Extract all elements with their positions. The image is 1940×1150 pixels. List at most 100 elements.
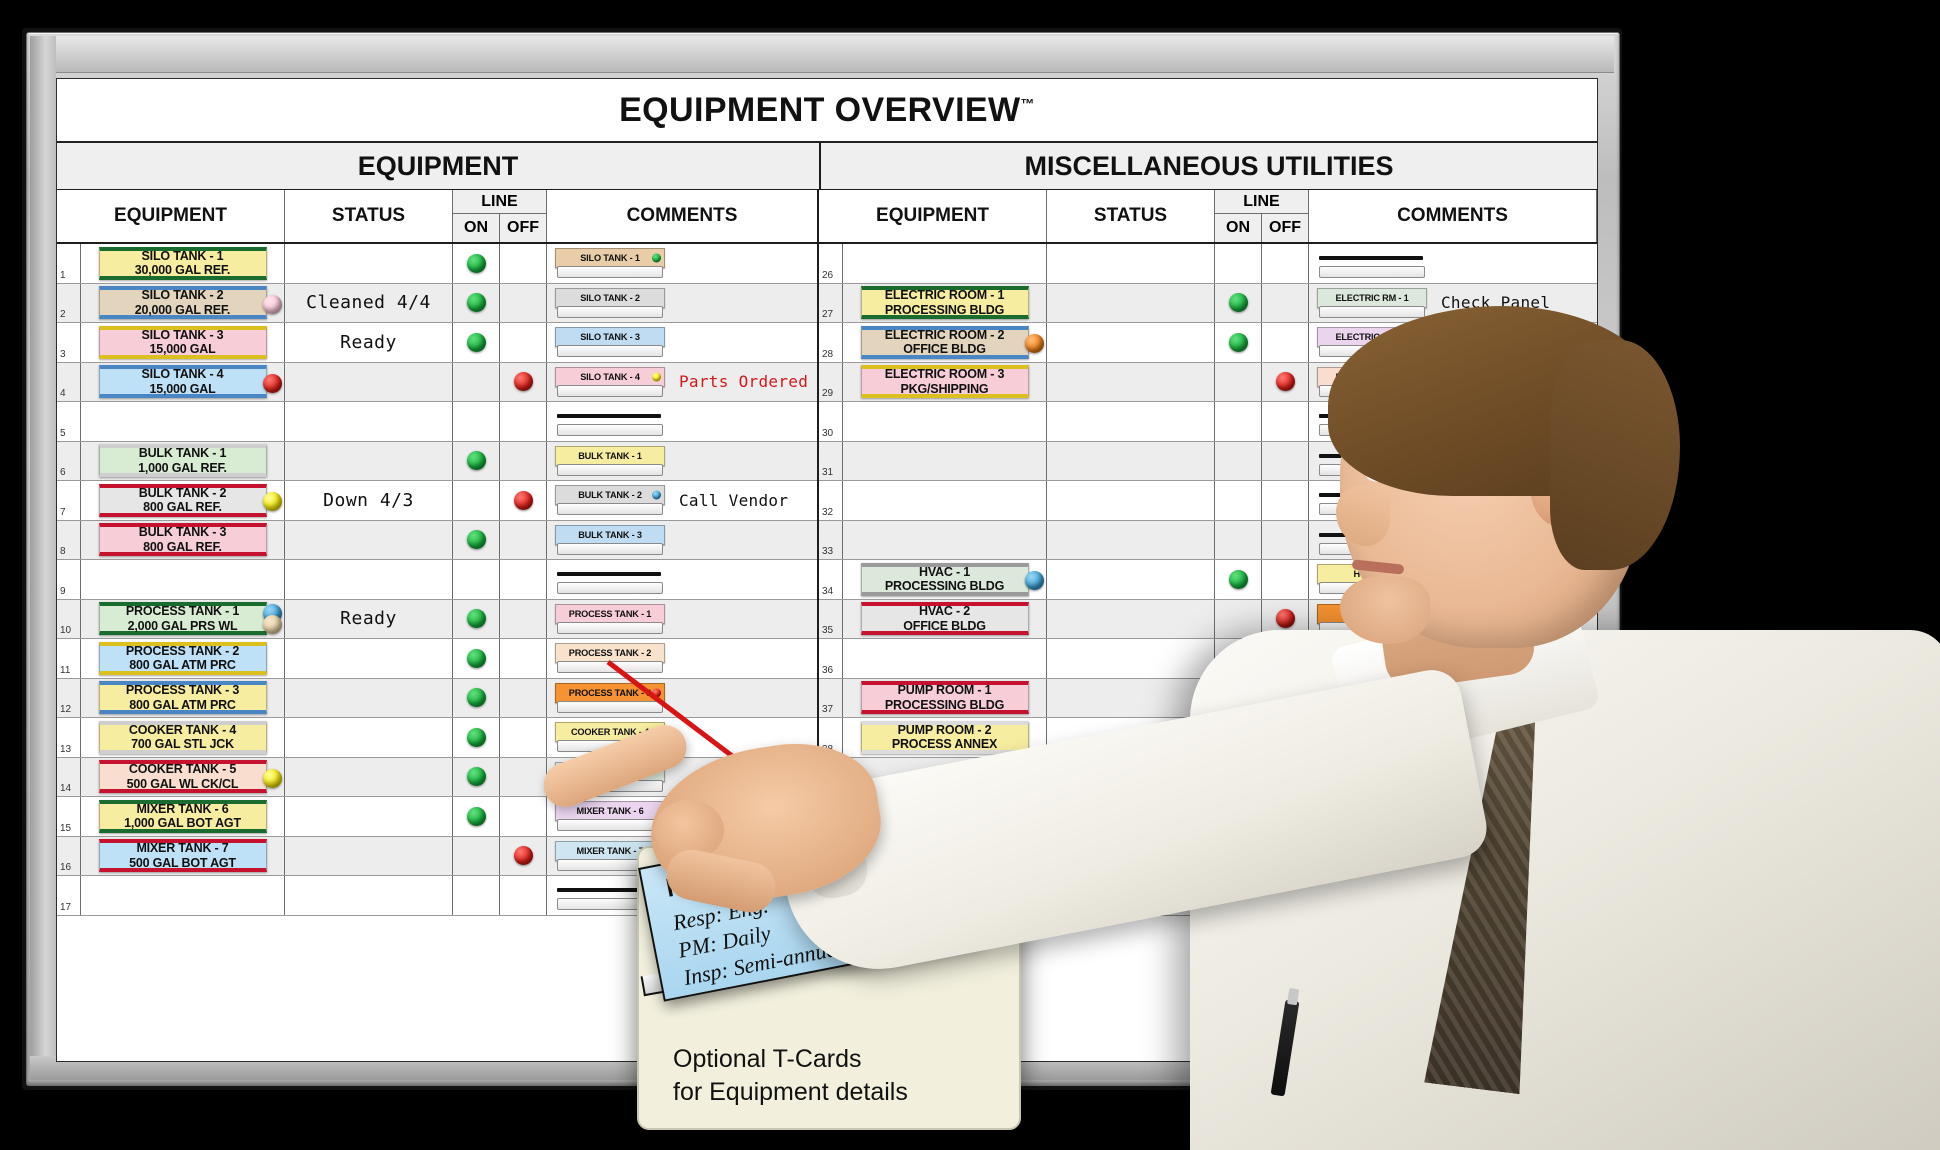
line-off-cell[interactable]: [1262, 362, 1309, 401]
red-lamp-icon[interactable]: [513, 372, 533, 392]
status-cell[interactable]: [1047, 244, 1215, 283]
status-cell[interactable]: [1047, 560, 1215, 599]
green-lamp-icon[interactable]: [466, 332, 486, 352]
comments-cell[interactable]: SILO TANK - 1: [547, 244, 817, 283]
green-lamp-icon[interactable]: [1228, 569, 1248, 589]
tcard[interactable]: BULK TANK - 3: [555, 524, 665, 545]
status-cell[interactable]: [285, 362, 453, 401]
red-status-dot-icon[interactable]: [263, 373, 282, 393]
line-on-cell[interactable]: [1215, 560, 1262, 599]
red-lamp-icon[interactable]: [1275, 609, 1295, 629]
status-cell[interactable]: [1047, 402, 1215, 441]
line-on-cell[interactable]: [453, 520, 500, 559]
line-on-cell[interactable]: [1215, 362, 1262, 401]
line-off-cell[interactable]: [1262, 283, 1309, 322]
status-cell[interactable]: [285, 560, 453, 599]
status-cell[interactable]: [285, 639, 453, 678]
status-cell[interactable]: [285, 402, 453, 441]
line-off-cell[interactable]: [500, 560, 547, 599]
equipment-magnet-card[interactable]: PROCESS TANK - 2 800 GAL ATM PRC: [98, 641, 267, 675]
line-off-cell[interactable]: [1262, 402, 1309, 441]
line-on-cell[interactable]: [453, 678, 500, 717]
line-off-cell[interactable]: [500, 599, 547, 638]
equipment-magnet-card[interactable]: MIXER TANK - 6 1,000 GAL BOT AGT: [98, 799, 267, 833]
tcard[interactable]: BULK TANK - 2: [555, 485, 665, 506]
line-off-cell[interactable]: [500, 244, 547, 283]
tcard-slot[interactable]: SILO TANK - 1: [555, 248, 667, 279]
tcard-slot[interactable]: SILO TANK - 3: [555, 327, 667, 358]
line-off-cell[interactable]: [1262, 481, 1309, 520]
tcard-slot[interactable]: [555, 406, 667, 437]
blue-status-dot-icon[interactable]: [1025, 571, 1044, 590]
status-cell[interactable]: [285, 520, 453, 559]
line-on-cell[interactable]: [453, 560, 500, 599]
line-on-cell[interactable]: [453, 599, 500, 638]
equipment-magnet-card[interactable]: COOKER TANK - 5 500 GAL WL CK/CL: [98, 760, 267, 794]
orange-status-dot-icon[interactable]: [1025, 334, 1044, 353]
line-on-cell[interactable]: [453, 797, 500, 836]
comments-cell[interactable]: [1309, 244, 1597, 283]
line-on-cell[interactable]: [453, 362, 500, 401]
equipment-magnet-card[interactable]: HVAC - 1 PROCESSING BLDG: [860, 562, 1029, 596]
red-lamp-icon[interactable]: [513, 846, 533, 866]
line-on-cell[interactable]: [1215, 481, 1262, 520]
green-lamp-icon[interactable]: [466, 767, 486, 787]
line-on-cell[interactable]: [453, 441, 500, 480]
equipment-magnet-card[interactable]: PUMP ROOM - 2 PROCESS ANNEX: [860, 720, 1029, 754]
tcard-slot[interactable]: SILO TANK - 2: [555, 287, 667, 318]
line-on-cell[interactable]: [453, 402, 500, 441]
green-lamp-icon[interactable]: [466, 530, 486, 550]
line-on-cell[interactable]: [453, 718, 500, 757]
status-cell[interactable]: Ready: [285, 599, 453, 638]
line-off-cell[interactable]: [500, 639, 547, 678]
equipment-magnet-card[interactable]: SILO TANK - 1 30,000 GAL REF.: [98, 246, 267, 280]
line-on-cell[interactable]: [453, 639, 500, 678]
red-lamp-icon[interactable]: [513, 490, 533, 510]
equipment-magnet-card[interactable]: COOKER TANK - 4 700 GAL STL JCK: [98, 720, 267, 754]
comments-cell[interactable]: SILO TANK - 4 Parts Ordered: [547, 363, 817, 402]
equipment-magnet-card[interactable]: BULK TANK - 3 800 GAL REF.: [98, 523, 267, 557]
line-off-cell[interactable]: [500, 441, 547, 480]
line-off-cell[interactable]: [1262, 323, 1309, 362]
status-cell[interactable]: [1047, 520, 1215, 559]
line-off-cell[interactable]: [500, 323, 547, 362]
equipment-magnet-card[interactable]: ELECTRIC ROOM - 2 OFFICE BLDG: [860, 325, 1029, 359]
line-on-cell[interactable]: [1215, 599, 1262, 638]
line-on-cell[interactable]: [453, 244, 500, 283]
line-off-cell[interactable]: [500, 678, 547, 717]
line-on-cell[interactable]: [453, 876, 500, 915]
line-on-cell[interactable]: [1215, 402, 1262, 441]
status-cell[interactable]: [1047, 323, 1215, 362]
tcard[interactable]: PROCESS TANK - 1: [555, 603, 665, 624]
line-off-cell[interactable]: [500, 757, 547, 796]
equipment-magnet-card[interactable]: HVAC - 2 OFFICE BLDG: [860, 602, 1029, 636]
tcard-slot[interactable]: ELECTRIC RM - 1: [1317, 287, 1429, 318]
line-on-cell[interactable]: [1215, 283, 1262, 322]
comments-cell[interactable]: PROCESS TANK - 1: [547, 600, 817, 639]
equipment-magnet-card[interactable]: SILO TANK - 4 15,000 GAL: [98, 365, 267, 399]
line-off-cell[interactable]: [1262, 244, 1309, 283]
tan-status-dot-icon[interactable]: [263, 615, 282, 634]
green-lamp-icon[interactable]: [466, 727, 486, 747]
yellow-status-dot-icon[interactable]: [263, 492, 282, 511]
status-cell[interactable]: [285, 244, 453, 283]
status-cell[interactable]: [285, 678, 453, 717]
line-on-cell[interactable]: [1215, 441, 1262, 480]
line-off-cell[interactable]: [500, 481, 547, 520]
pink-status-dot-icon[interactable]: [263, 294, 282, 314]
yellow-status-dot-icon[interactable]: [263, 768, 282, 788]
line-off-cell[interactable]: [500, 362, 547, 401]
equipment-magnet-card[interactable]: SILO TANK - 2 20,000 GAL REF.: [98, 286, 267, 320]
line-off-cell[interactable]: [1262, 441, 1309, 480]
tcard[interactable]: BULK TANK - 1: [555, 445, 665, 466]
tcard[interactable]: SILO TANK - 1: [555, 248, 665, 269]
line-on-cell[interactable]: [453, 757, 500, 796]
equipment-magnet-card[interactable]: PROCESS TANK - 3 800 GAL ATM PRC: [98, 681, 267, 715]
comment-note[interactable]: Parts Ordered: [679, 372, 809, 392]
status-cell[interactable]: [285, 836, 453, 875]
comment-note[interactable]: Call Vendor: [679, 490, 789, 510]
status-cell[interactable]: [1047, 283, 1215, 322]
equipment-magnet-card[interactable]: ELECTRIC ROOM - 3 PKG/SHIPPING: [860, 365, 1029, 399]
tcard-slot[interactable]: [555, 564, 667, 595]
comments-cell[interactable]: PROCESS TANK - 3: [547, 679, 817, 718]
